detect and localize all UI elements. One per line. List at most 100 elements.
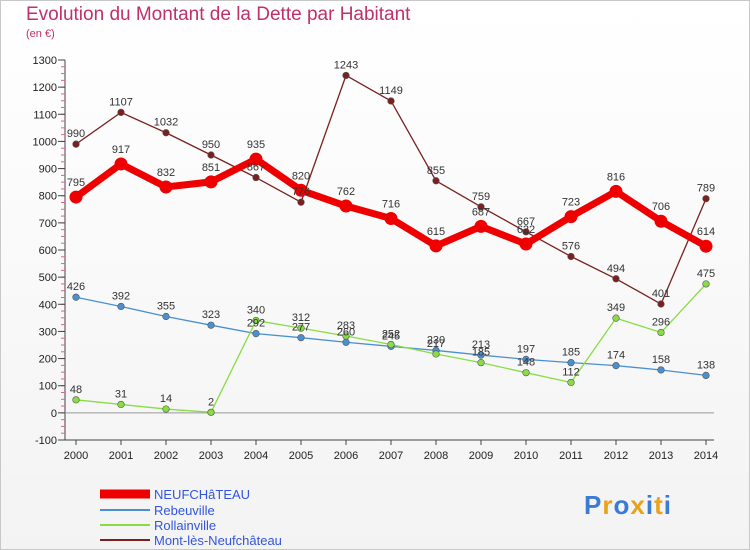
data-point (567, 378, 575, 387)
legend-label: Rollainville (154, 518, 216, 533)
data-point (657, 300, 665, 308)
y-tick-label: 500 (39, 272, 57, 284)
data-label: 340 (247, 305, 265, 317)
data-label: 401 (652, 288, 670, 300)
data-label: 776 (292, 186, 310, 198)
data-label: 1243 (334, 59, 358, 71)
data-label: 426 (67, 281, 85, 293)
data-labels: 426 392 355 323 292 277 260 245 230 213 197 185 174 1… (67, 59, 715, 408)
data-label: 245 (382, 330, 400, 342)
proxiti-logo: Proxiti (584, 490, 672, 520)
data-point (207, 321, 215, 329)
data-label: 277 (292, 322, 310, 334)
data-label: 759 (472, 191, 490, 203)
x-tick-label: 2004 (244, 450, 268, 462)
data-label: 706 (652, 201, 670, 213)
x-tick-label: 2014 (694, 450, 718, 462)
data-point (69, 190, 83, 204)
data-label: 990 (67, 128, 85, 140)
x-tick-label: 2006 (334, 450, 358, 462)
data-label: 723 (562, 197, 580, 209)
data-point (72, 396, 80, 404)
data-point (609, 184, 623, 198)
data-point (654, 214, 668, 228)
data-point (612, 362, 620, 370)
series-layer (69, 71, 713, 416)
legend-label: Mont-lès-Neufchâteau (154, 533, 282, 548)
legend-label: Rebeuville (154, 503, 215, 518)
data-point (567, 252, 575, 261)
data-label: 950 (202, 139, 220, 151)
legend-label: NEUFCHâTEAU (154, 487, 250, 502)
x-tick-label: 2011 (559, 450, 583, 462)
data-label: 614 (697, 226, 715, 238)
data-point (297, 324, 305, 332)
data-point (387, 340, 395, 349)
data-label: 230 (427, 334, 445, 346)
legend: NEUFCHâTEAURebeuvilleRollainvilleMont-lè… (100, 487, 282, 548)
data-point (522, 228, 530, 236)
y-tick-label: 0 (51, 408, 57, 420)
data-point (159, 180, 173, 194)
data-point (432, 350, 440, 358)
data-point (702, 280, 710, 288)
data-label: 816 (607, 171, 625, 183)
data-label: 355 (157, 301, 175, 313)
data-point (252, 316, 260, 325)
data-label: 260 (337, 326, 355, 338)
data-point (699, 239, 713, 253)
data-point (297, 334, 305, 342)
y-tick-label: 900 (39, 164, 57, 176)
x-tick-label: 2010 (514, 450, 538, 462)
data-label: 213 (472, 339, 490, 351)
data-label: 283 (337, 320, 355, 332)
data-point (252, 173, 260, 182)
x-tick-label: 2012 (604, 450, 628, 462)
data-label: 716 (382, 199, 400, 211)
data-point (294, 183, 308, 197)
data-label: 851 (202, 162, 220, 174)
data-label: 112 (562, 366, 580, 378)
y-tick-label: 400 (39, 299, 57, 311)
x-tick-label: 2008 (424, 450, 448, 462)
data-point (342, 332, 350, 340)
data-point (522, 355, 530, 363)
y-tick-label: 700 (39, 218, 57, 230)
y-tick-label: 1200 (33, 82, 57, 94)
data-label: 667 (517, 216, 535, 228)
data-label: 687 (472, 206, 490, 218)
data-point (249, 152, 263, 166)
x-tick-label: 2001 (109, 450, 133, 462)
y-tick-label: 200 (39, 354, 57, 366)
data-point (114, 157, 128, 171)
data-point (612, 314, 620, 322)
data-point (252, 330, 260, 338)
data-point (567, 359, 575, 367)
data-label: 475 (697, 268, 715, 280)
data-label: 622 (517, 224, 535, 236)
data-label: 2 (208, 396, 214, 408)
data-point (657, 366, 665, 374)
data-point (204, 175, 218, 189)
data-label: 323 (202, 309, 220, 321)
data-point (612, 275, 620, 283)
data-label: 789 (697, 183, 715, 195)
data-label: 1032 (154, 117, 178, 129)
data-point (474, 219, 488, 233)
data-label: 158 (652, 354, 670, 366)
data-point (477, 351, 485, 359)
x-tick-label: 2005 (289, 450, 313, 462)
data-label: 615 (427, 226, 445, 238)
x-tick-label: 2007 (379, 450, 403, 462)
y-tick-label: -100 (35, 435, 57, 447)
data-label: 148 (517, 357, 535, 369)
y-tick-label: 300 (39, 326, 57, 338)
data-point (297, 198, 305, 206)
data-label: 185 (472, 347, 490, 359)
data-point (387, 97, 395, 105)
data-label: 855 (427, 165, 445, 177)
data-label: 576 (562, 241, 580, 253)
data-point (702, 195, 710, 203)
data-label: 832 (157, 167, 175, 179)
data-point (72, 293, 80, 301)
